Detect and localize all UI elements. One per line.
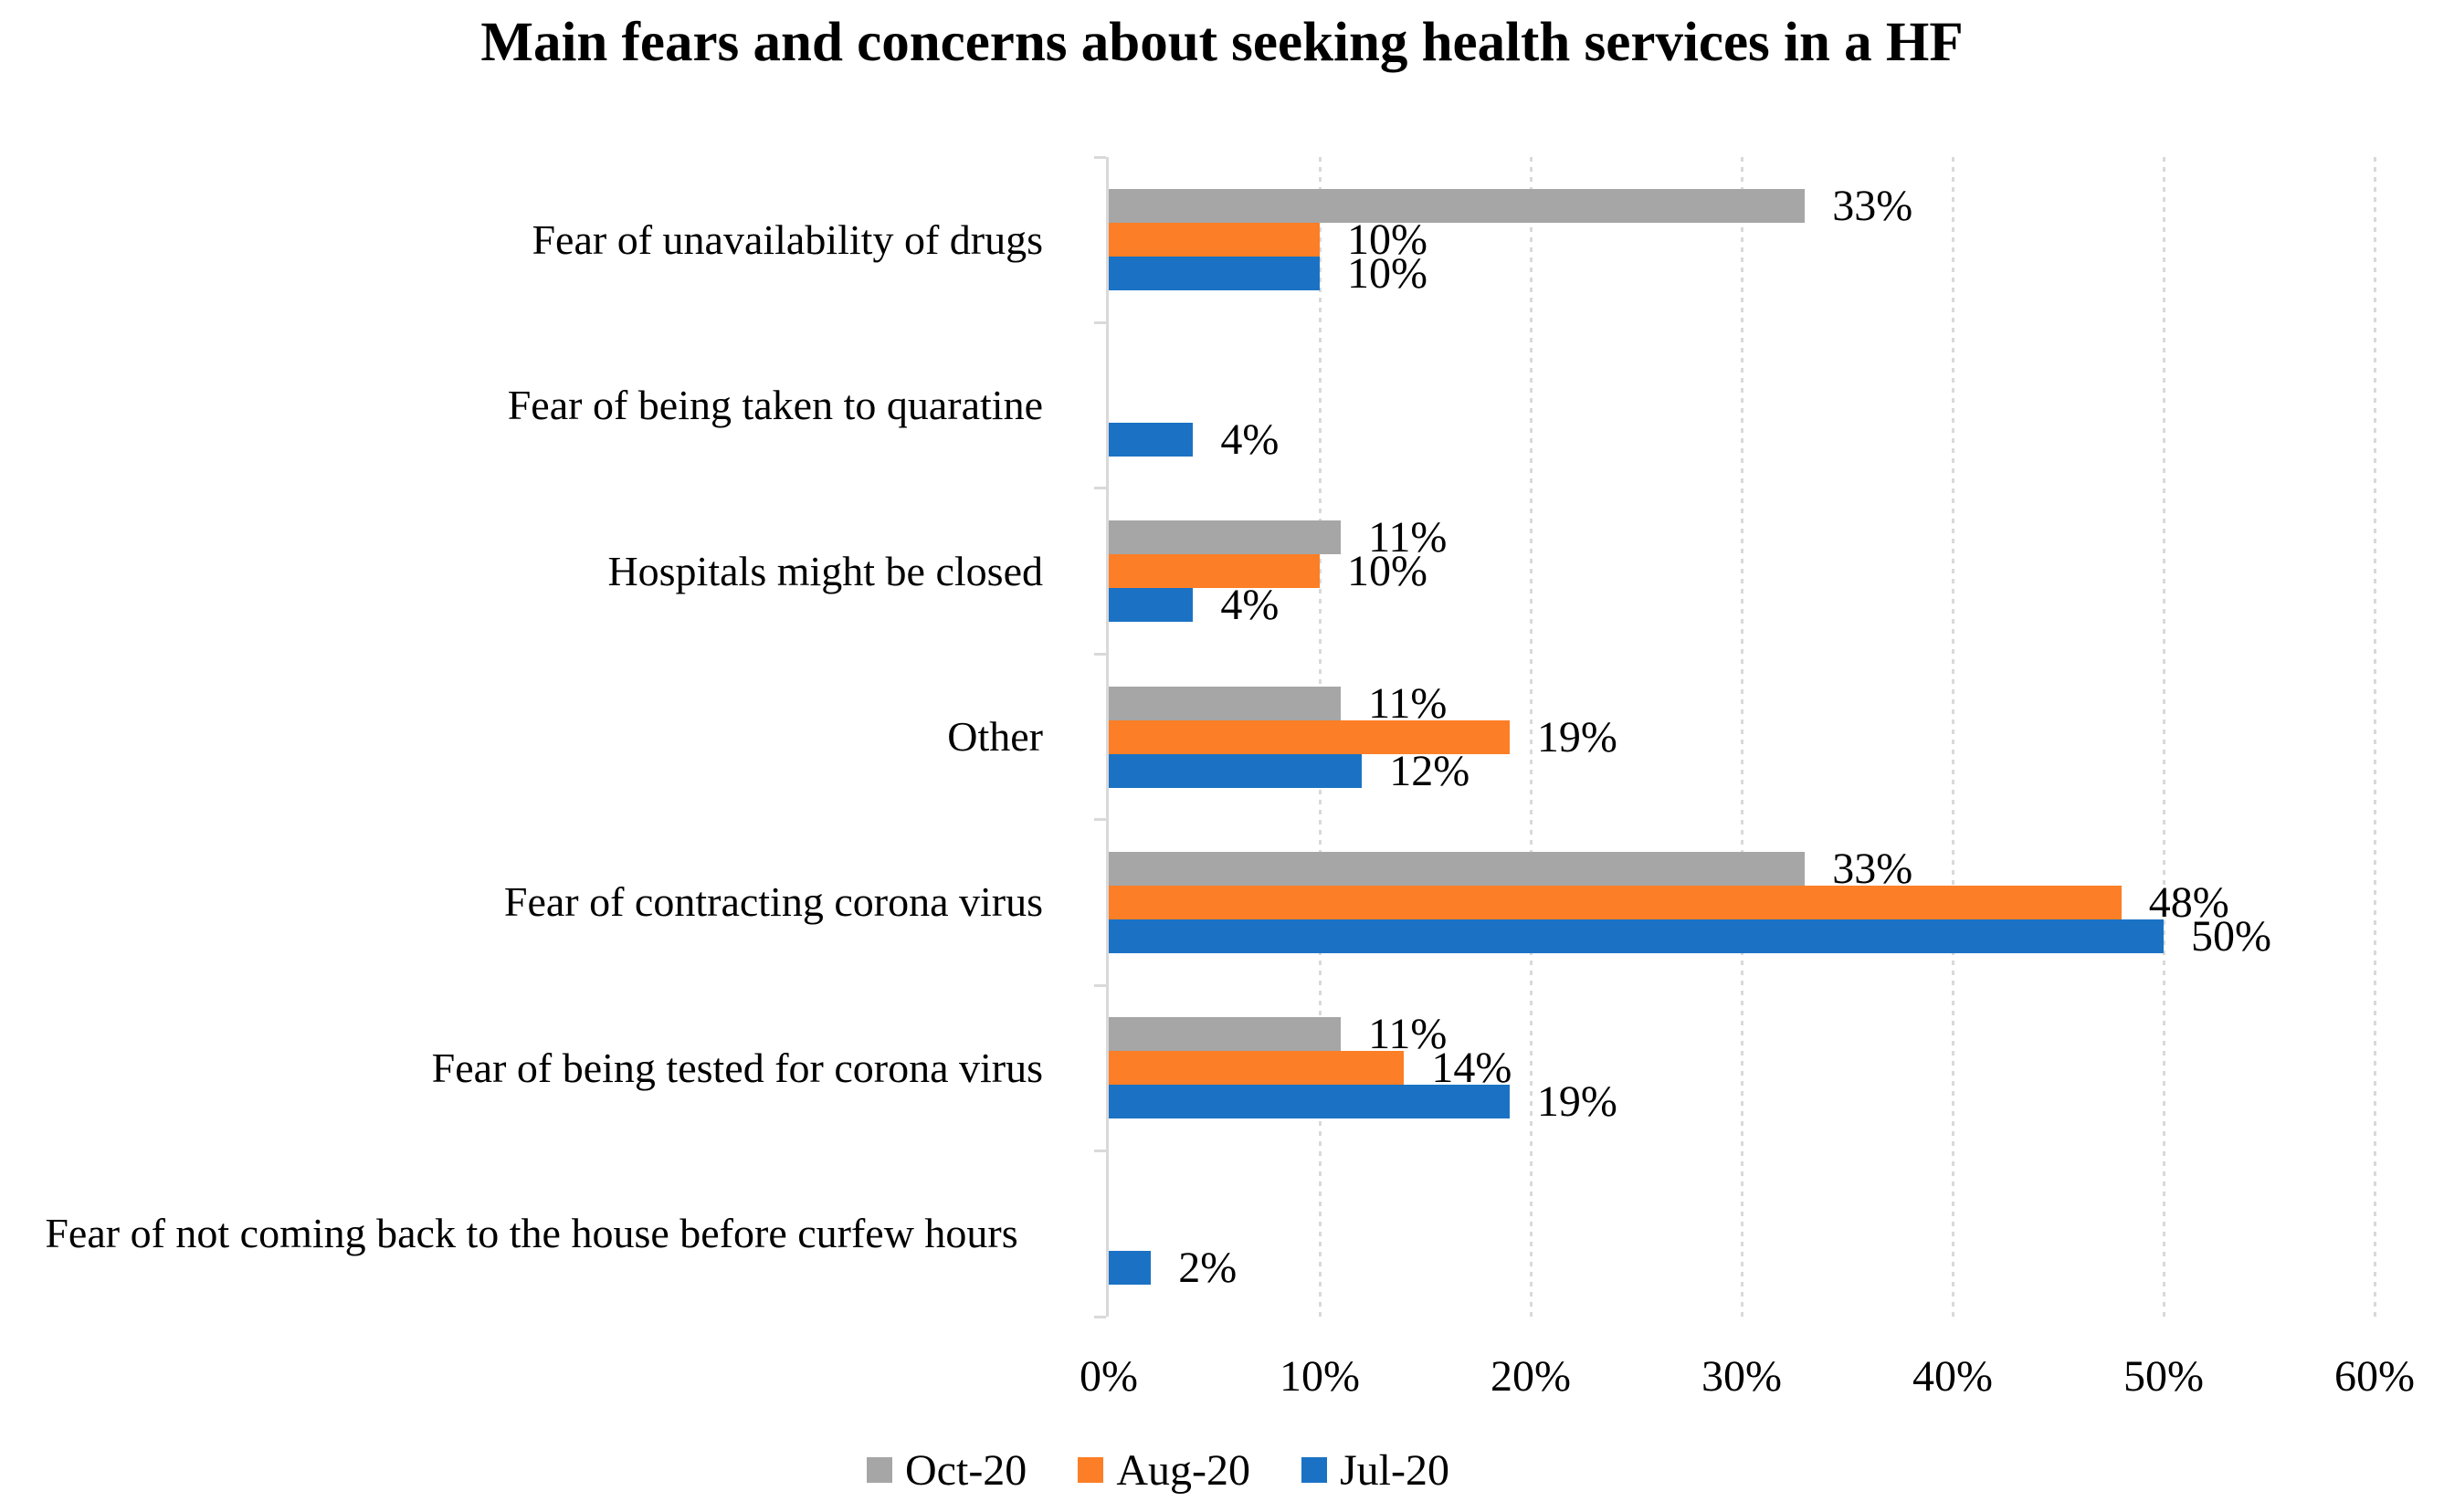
bar-aug-20 — [1109, 885, 2122, 919]
gridline — [1951, 157, 1954, 1317]
gridline — [1740, 157, 1743, 1317]
axis-tick — [1094, 320, 1106, 324]
axis-tick — [1094, 1150, 1106, 1153]
bar-jul-20 — [1109, 422, 1194, 457]
legend-item-jul-20: Jul-20 — [1301, 1445, 1449, 1496]
axis-tick — [1094, 818, 1106, 822]
gridline — [2373, 157, 2376, 1317]
value-label: 4% — [1220, 415, 1280, 464]
value-label: 10% — [1347, 215, 1427, 265]
value-label: 33% — [1832, 844, 1913, 893]
bar-oct-20 — [1109, 851, 1806, 886]
x-tick-label: 50% — [2123, 1352, 2204, 1401]
category-label: Fear of unavailability of drugs — [532, 215, 1043, 263]
category-label: Fear of not coming back to the house bef… — [20, 1151, 1043, 1317]
axis-tick — [1094, 487, 1106, 490]
category-label: Fear of being tested for corona virus — [431, 1044, 1043, 1091]
category-label: Fear of contracting corona virus — [503, 878, 1043, 926]
legend-swatch — [1078, 1457, 1104, 1483]
category-label: Fear of being taken to quaratine — [507, 382, 1043, 429]
value-label: 4% — [1220, 581, 1280, 630]
legend-label: Jul-20 — [1339, 1445, 1449, 1495]
bar-oct-20 — [1109, 1017, 1342, 1052]
x-tick-label: 0% — [1080, 1352, 1138, 1401]
chart-title: Main fears and concerns about seeking he… — [480, 12, 1964, 73]
value-label: 11% — [1368, 1010, 1448, 1059]
gridline — [1529, 157, 1533, 1317]
bar-aug-20 — [1109, 719, 1510, 754]
bar-jul-20 — [1109, 919, 2164, 953]
axis-tick — [1094, 155, 1106, 159]
value-label: 19% — [1536, 712, 1617, 761]
category-label-text: Fear of not coming back to the house bef… — [45, 1210, 1018, 1257]
bar-aug-20 — [1109, 223, 1320, 257]
value-label: 11% — [1368, 678, 1448, 728]
value-label: 2% — [1178, 1243, 1238, 1292]
x-tick-label: 40% — [1912, 1352, 1993, 1401]
bar-aug-20 — [1109, 1051, 1405, 1086]
legend-swatch — [867, 1457, 893, 1483]
value-label: 19% — [1536, 1077, 1617, 1127]
axis-tick — [1094, 983, 1106, 987]
bar-jul-20 — [1109, 1085, 1510, 1119]
bar-jul-20 — [1109, 588, 1194, 623]
x-tick-label: 20% — [1491, 1352, 1571, 1401]
axis-tick — [1094, 1315, 1106, 1318]
bar-jul-20 — [1109, 753, 1363, 788]
legend-label: Oct-20 — [905, 1445, 1027, 1495]
value-label: 14% — [1431, 1044, 1512, 1093]
bar-jul-20 — [1109, 1250, 1152, 1285]
legend: Oct-20 Aug-20 Jul-20 — [0, 1441, 2316, 1499]
bar-oct-20 — [1109, 686, 1342, 720]
value-label: 48% — [2148, 877, 2229, 927]
category-label: Other — [947, 712, 1043, 760]
y-axis-line — [1106, 157, 1109, 1317]
x-tick-label: 30% — [1701, 1352, 1782, 1401]
value-label: 10% — [1347, 547, 1427, 596]
value-label: 33% — [1832, 182, 1913, 231]
value-label: 11% — [1368, 513, 1448, 562]
gridline — [2162, 157, 2165, 1317]
value-label: 12% — [1389, 746, 1470, 795]
axis-tick — [1094, 652, 1106, 656]
value-label: 50% — [2191, 911, 2271, 961]
bar-aug-20 — [1109, 554, 1320, 589]
x-tick-label: 60% — [2334, 1352, 2415, 1401]
legend-label: Aug-20 — [1116, 1445, 1250, 1495]
legend-swatch — [1301, 1457, 1327, 1483]
bar-jul-20 — [1109, 257, 1320, 291]
value-label: 10% — [1347, 249, 1427, 299]
x-tick-label: 10% — [1280, 1352, 1360, 1401]
category-label: Hospitals might be closed — [607, 547, 1043, 594]
bar-oct-20 — [1109, 189, 1806, 224]
legend-item-aug-20: Aug-20 — [1078, 1445, 1250, 1496]
bar-oct-20 — [1109, 520, 1342, 555]
legend-item-oct-20: Oct-20 — [867, 1445, 1027, 1496]
